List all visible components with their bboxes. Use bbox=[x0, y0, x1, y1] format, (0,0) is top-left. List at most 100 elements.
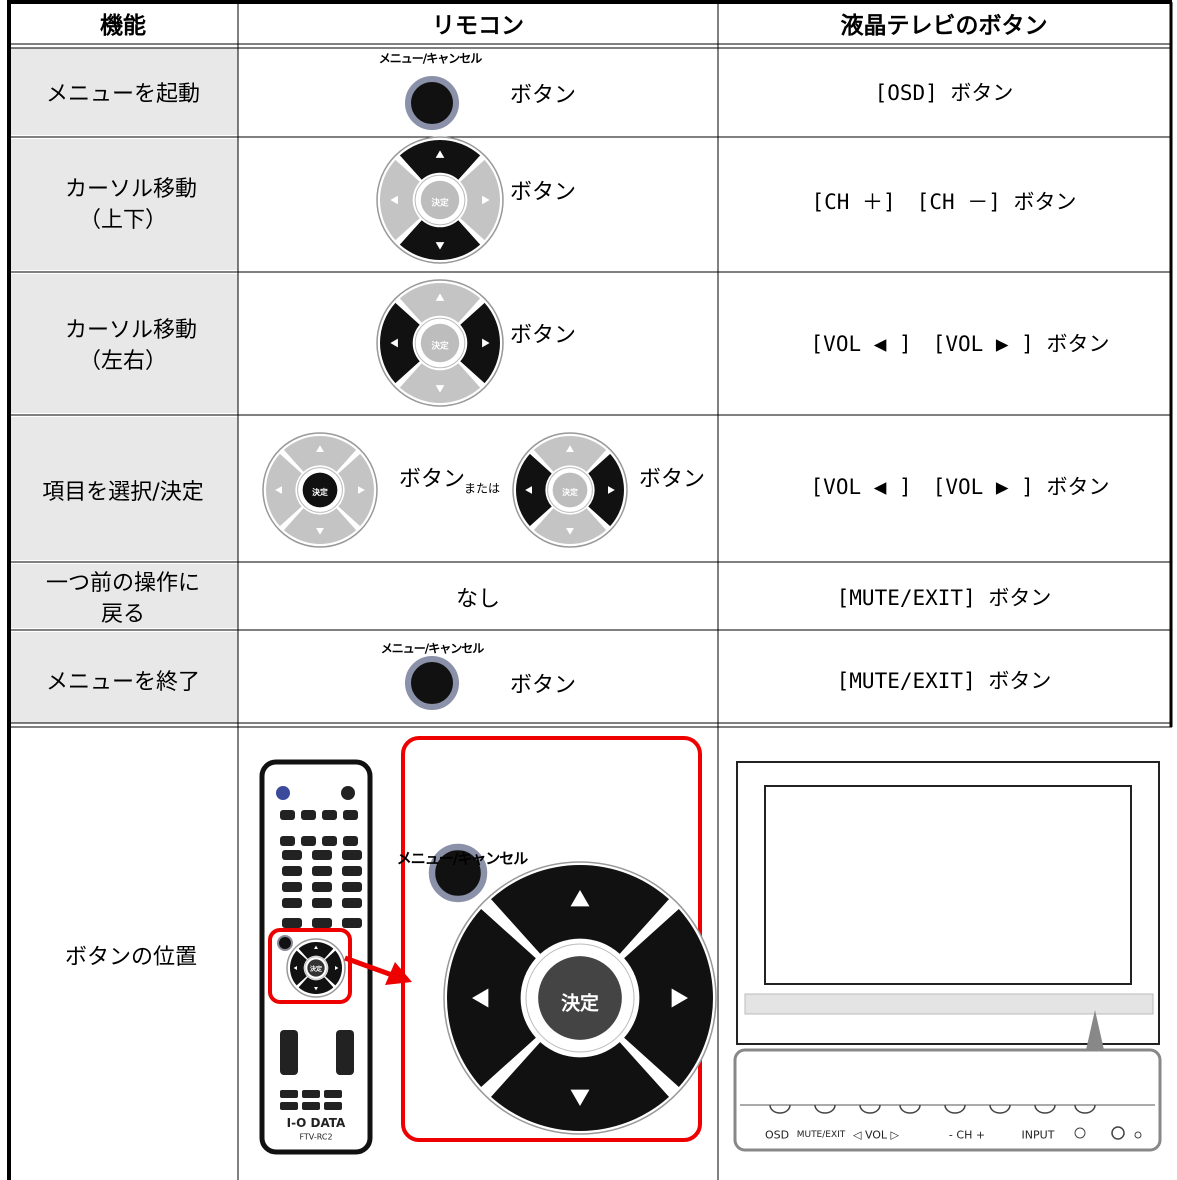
menu-button bbox=[405, 76, 459, 130]
dpad-up bbox=[399, 283, 481, 323]
pointer-arrow bbox=[344, 955, 393, 978]
tv-panel-button bbox=[989, 1104, 1011, 1114]
dpad-up bbox=[298, 942, 334, 959]
tv-power-icon bbox=[1074, 1127, 1086, 1139]
tv-panel-label: INPUT bbox=[1021, 1128, 1055, 1142]
function: メニューを終了 bbox=[45, 670, 201, 695]
remote-key bbox=[342, 882, 362, 892]
remote-key bbox=[301, 810, 316, 820]
dpad-center bbox=[552, 472, 588, 508]
dpad-right bbox=[588, 453, 625, 527]
function: ボタンの位置 bbox=[64, 945, 198, 970]
tv-button: [VOL ◀ ] [VOL ▶ ] ボタン bbox=[810, 475, 1110, 499]
dpad-arrow bbox=[275, 486, 282, 494]
dpad-right bbox=[338, 453, 375, 527]
remote-key bbox=[324, 1102, 342, 1110]
header: 機能 bbox=[100, 13, 146, 39]
tv-button: [OSD] ボタン bbox=[874, 81, 1014, 105]
tv-panel bbox=[733, 1048, 1162, 1152]
dpad-down bbox=[283, 508, 357, 544]
dpad-arrow bbox=[570, 1089, 590, 1106]
dpad-arrow bbox=[358, 486, 365, 494]
tv-panel-button bbox=[1034, 1104, 1056, 1114]
dpad-left bbox=[380, 159, 420, 241]
dpad-arrow bbox=[293, 966, 297, 970]
dpad-center bbox=[420, 180, 460, 220]
dpad-arrow bbox=[525, 486, 532, 494]
dpad-up bbox=[533, 436, 607, 472]
dpad-up bbox=[399, 140, 481, 180]
remote-text: ボタン bbox=[509, 83, 577, 108]
tv-screen bbox=[764, 785, 1132, 985]
dpad-right bbox=[325, 950, 343, 986]
function: （左右） bbox=[78, 349, 168, 374]
function: カーソル移動 bbox=[64, 177, 198, 202]
tv-button: [CH ＋] [CH －] ボタン bbox=[811, 190, 1077, 214]
dpad-down bbox=[298, 977, 334, 995]
remote-key bbox=[342, 898, 362, 908]
grid bbox=[7, 0, 1173, 1180]
dpad-arrow bbox=[390, 338, 398, 348]
remote-rocker bbox=[280, 1030, 298, 1075]
remote-key bbox=[302, 1102, 320, 1110]
remote-model: FTV-RC2 bbox=[299, 1132, 333, 1142]
tv-button: [MUTE/EXIT] ボタン bbox=[836, 669, 1052, 693]
button-label: メニュー/キャンセル bbox=[378, 51, 482, 66]
dpad-down bbox=[491, 1042, 669, 1131]
button-label: メニュー/キャンセル bbox=[396, 849, 528, 868]
remote-key bbox=[343, 836, 358, 846]
dpad-arrow bbox=[566, 445, 574, 452]
tv-panel-button bbox=[814, 1104, 836, 1114]
dpad-arrow bbox=[566, 528, 574, 535]
tv-panel-button bbox=[859, 1104, 881, 1114]
dpad-arrow bbox=[671, 988, 688, 1008]
remote-key bbox=[312, 866, 332, 876]
remote-mute bbox=[341, 786, 355, 800]
remote-key bbox=[280, 810, 295, 820]
dpad-right bbox=[460, 159, 500, 241]
function: （上下） bbox=[78, 208, 168, 233]
remote-key bbox=[343, 810, 358, 820]
tv-panel-label: ◁ VOL ▷ bbox=[852, 1128, 900, 1142]
remote-key bbox=[312, 898, 332, 908]
remote-key bbox=[312, 918, 332, 928]
dpad-center-label: 決定 bbox=[431, 196, 449, 208]
dpad-arrow bbox=[316, 445, 324, 452]
header: 液晶テレビのボタン bbox=[840, 13, 1048, 39]
remote-text: ボタン bbox=[509, 673, 577, 698]
remote-menu-button bbox=[277, 935, 293, 951]
remote-key bbox=[280, 1090, 298, 1098]
dpad-left bbox=[516, 453, 552, 527]
pointer-head bbox=[385, 962, 412, 985]
dpad-arrow bbox=[435, 242, 445, 250]
dpad-arrow bbox=[472, 988, 489, 1008]
function: 一つ前の操作に bbox=[45, 571, 201, 596]
tv-led bbox=[1134, 1131, 1142, 1139]
remote-text: ボタン bbox=[398, 467, 466, 492]
dpad-center-label: 決定 bbox=[562, 487, 578, 497]
tv-panel-button bbox=[944, 1104, 966, 1114]
dpad-arrow bbox=[608, 486, 615, 494]
tv-panel-button bbox=[1074, 1104, 1096, 1114]
remote-key bbox=[282, 850, 302, 860]
remote-key bbox=[301, 836, 316, 846]
dpad-arrow bbox=[314, 987, 318, 991]
dpad-center bbox=[420, 323, 460, 363]
remote-key bbox=[322, 810, 337, 820]
button-label: メニュー/キャンセル bbox=[380, 641, 484, 656]
dpad-center bbox=[302, 472, 338, 508]
remote-key bbox=[342, 866, 362, 876]
dpad-arrow bbox=[435, 150, 445, 158]
dpad-arrow bbox=[482, 195, 490, 205]
remote-key bbox=[312, 850, 332, 860]
dpad-center-label: 決定 bbox=[431, 339, 449, 351]
dpad-left bbox=[447, 909, 536, 1087]
remote-key bbox=[280, 1102, 298, 1110]
dpad-left bbox=[290, 950, 307, 986]
menu-button bbox=[428, 843, 488, 903]
remote-key bbox=[324, 1090, 342, 1098]
tv-speaker bbox=[744, 993, 1154, 1015]
remote-key bbox=[282, 882, 302, 892]
